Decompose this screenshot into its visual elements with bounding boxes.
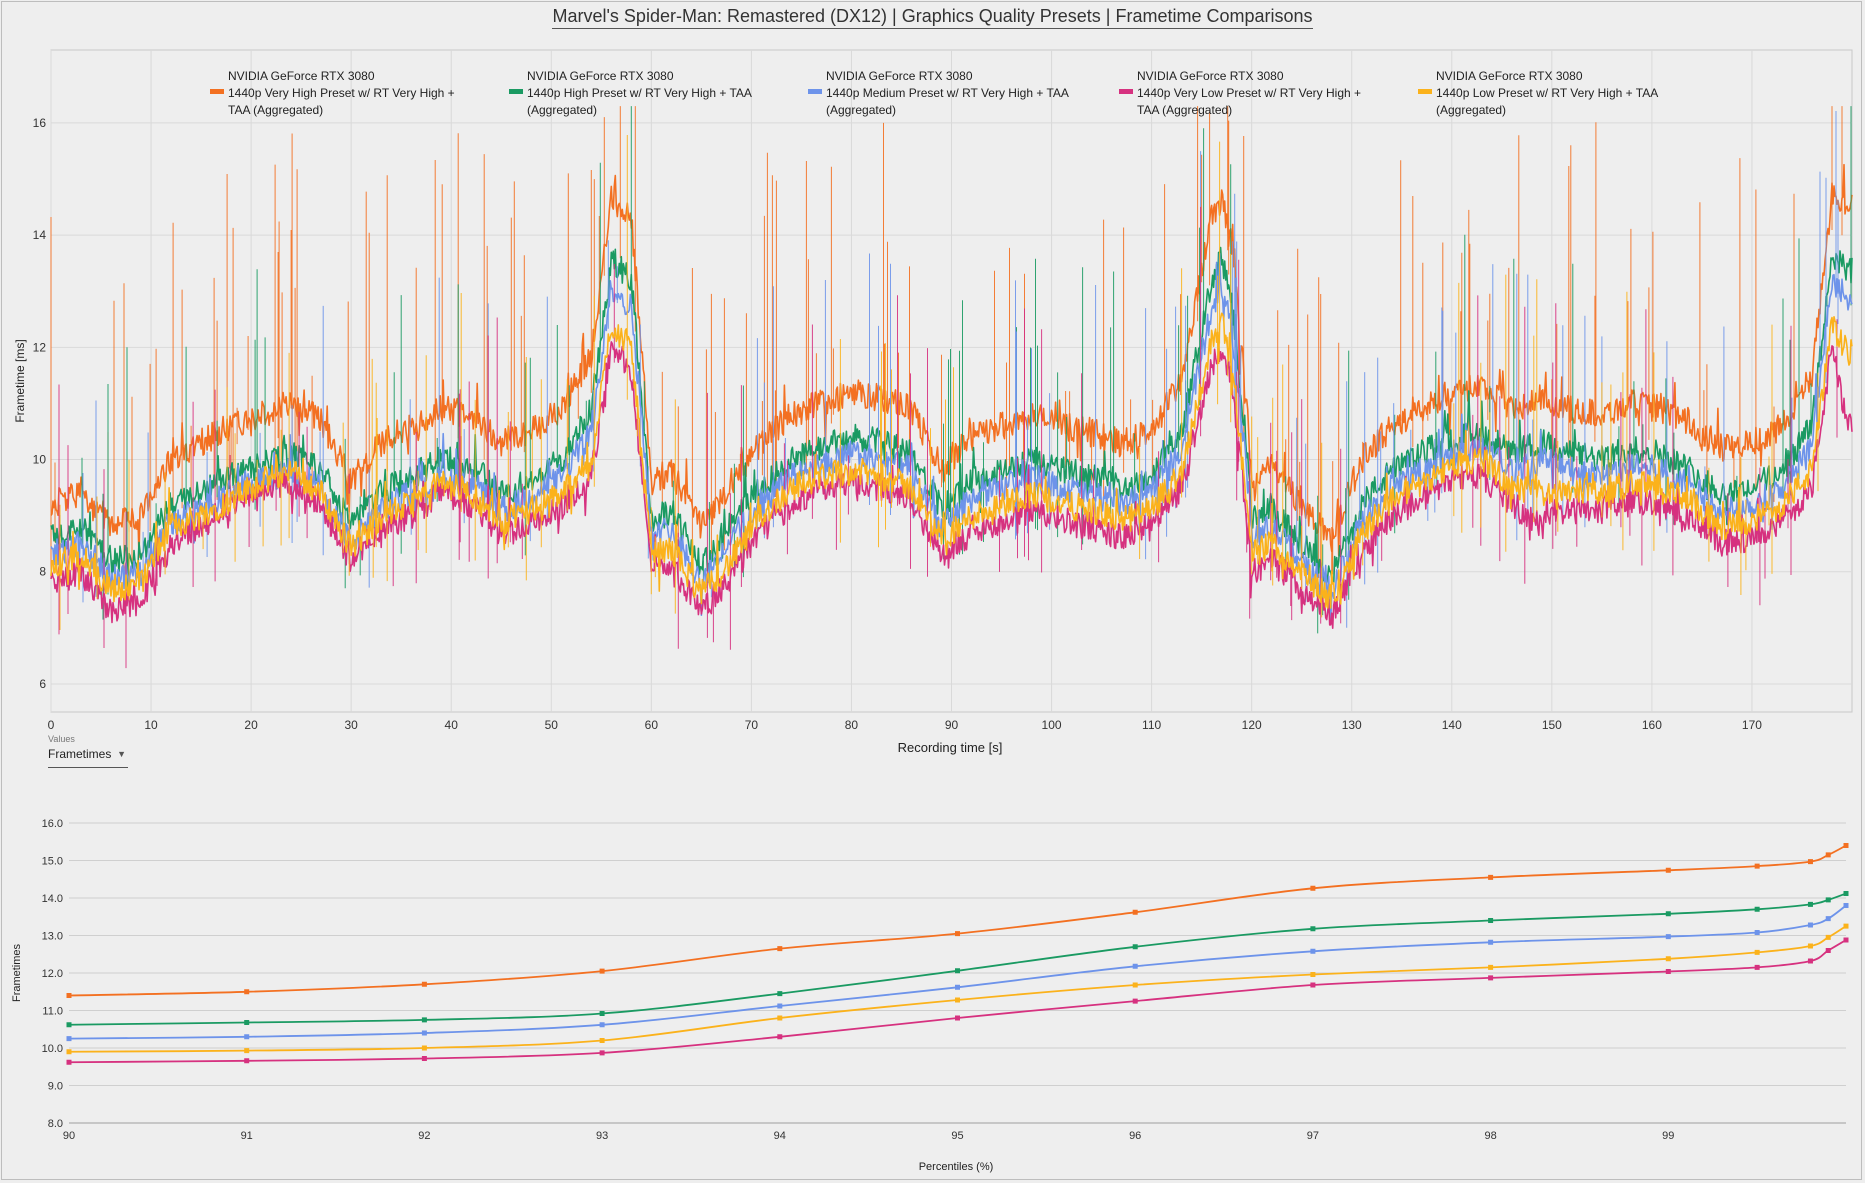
- series-line: [50, 341, 1853, 629]
- y-tick-label: 12: [33, 340, 47, 354]
- legend-swatch: [808, 89, 822, 94]
- x-tick-label: 100: [1042, 718, 1062, 732]
- y-tick-label: 6: [39, 677, 46, 691]
- series-line: [50, 312, 1853, 609]
- x-tick-label: 140: [1442, 718, 1462, 732]
- legend-text: NVIDIA GeForce RTX 3080: [527, 69, 674, 83]
- x-tick-label: 60: [645, 718, 659, 732]
- legend-item: NVIDIA GeForce RTX 3080 1440p Very High P…: [210, 69, 455, 117]
- legend-swatch: [1119, 89, 1133, 94]
- legend-text: 1440p Very Low Preset w/ RT Very High +: [1137, 86, 1361, 100]
- x-tick-label: 120: [1242, 718, 1262, 732]
- legend-text: NVIDIA GeForce RTX 3080: [1436, 69, 1583, 83]
- legend-swatch: [509, 89, 523, 94]
- values-dropdown[interactable]: Frametimes ▼: [48, 747, 128, 768]
- legend-text: TAA (Aggregated): [1137, 103, 1232, 117]
- legend-text: NVIDIA GeForce RTX 3080: [826, 69, 973, 83]
- page-title: Marvel's Spider-Man: Remastered (DX12) |…: [0, 6, 1865, 29]
- legend-text: 1440p Low Preset w/ RT Very High + TAA: [1436, 86, 1658, 100]
- chevron-down-icon: ▼: [117, 749, 126, 759]
- legend-swatch: [210, 89, 224, 94]
- legend-item: NVIDIA GeForce RTX 3080 1440p Very Low Pr…: [1119, 69, 1361, 117]
- x-axis-label: Recording time [s]: [898, 740, 1003, 755]
- legend-text: 1440p High Preset w/ RT Very High + TAA: [527, 86, 752, 100]
- x-tick-label: 90: [945, 718, 959, 732]
- x-tick-label: 170: [1742, 718, 1762, 732]
- x-tick-label: 130: [1342, 718, 1362, 732]
- y-tick-label: 10: [33, 453, 47, 467]
- values-caption: Values: [48, 734, 75, 744]
- x-tick-label: 40: [445, 718, 459, 732]
- x-tick-label: 160: [1642, 718, 1662, 732]
- legend-text: (Aggregated): [826, 103, 896, 117]
- y-tick-label: 14: [33, 228, 47, 242]
- y-axis-label: Frametime [ms]: [13, 339, 27, 422]
- x-tick-label: 0: [48, 718, 55, 732]
- legend-text: (Aggregated): [1436, 103, 1506, 117]
- frametime-chart: 0 10 20 30 40 50 60 70 80 90 100 110 120 130 140 150 160…: [13, 49, 1853, 755]
- x-tick-label: 150: [1542, 718, 1562, 732]
- legend-item: NVIDIA GeForce RTX 3080 1440p High Preset…: [509, 69, 752, 117]
- values-dropdown-label: Frametimes: [48, 747, 112, 761]
- x-tick-label: 110: [1142, 718, 1161, 732]
- legend-text: (Aggregated): [527, 103, 597, 117]
- legend-text: NVIDIA GeForce RTX 3080: [228, 69, 375, 83]
- legend-text: TAA (Aggregated): [228, 103, 323, 117]
- x-tick-label: 20: [244, 718, 258, 732]
- x-tick-label: 70: [745, 718, 759, 732]
- y-tick-label: 16: [33, 116, 47, 130]
- x-tick-label: 80: [845, 718, 859, 732]
- y-tick-label: 8: [39, 565, 46, 579]
- legend-swatch: [1418, 89, 1432, 94]
- x-tick-label: 30: [344, 718, 358, 732]
- x-tick-label: 50: [545, 718, 559, 732]
- x-tick-label: 10: [144, 718, 158, 732]
- legend-item: NVIDIA GeForce RTX 3080 1440p Medium Pres…: [808, 69, 1069, 117]
- legend-text: 1440p Medium Preset w/ RT Very High + TA…: [826, 86, 1069, 100]
- values-control: Values Frametimes ▼: [48, 734, 128, 768]
- legend-text: NVIDIA GeForce RTX 3080: [1137, 69, 1284, 83]
- legend-text: 1440p Very High Preset w/ RT Very High +: [228, 86, 455, 100]
- legend-item: NVIDIA GeForce RTX 3080 1440p Low Preset …: [1418, 69, 1658, 117]
- series-line: [50, 163, 1853, 558]
